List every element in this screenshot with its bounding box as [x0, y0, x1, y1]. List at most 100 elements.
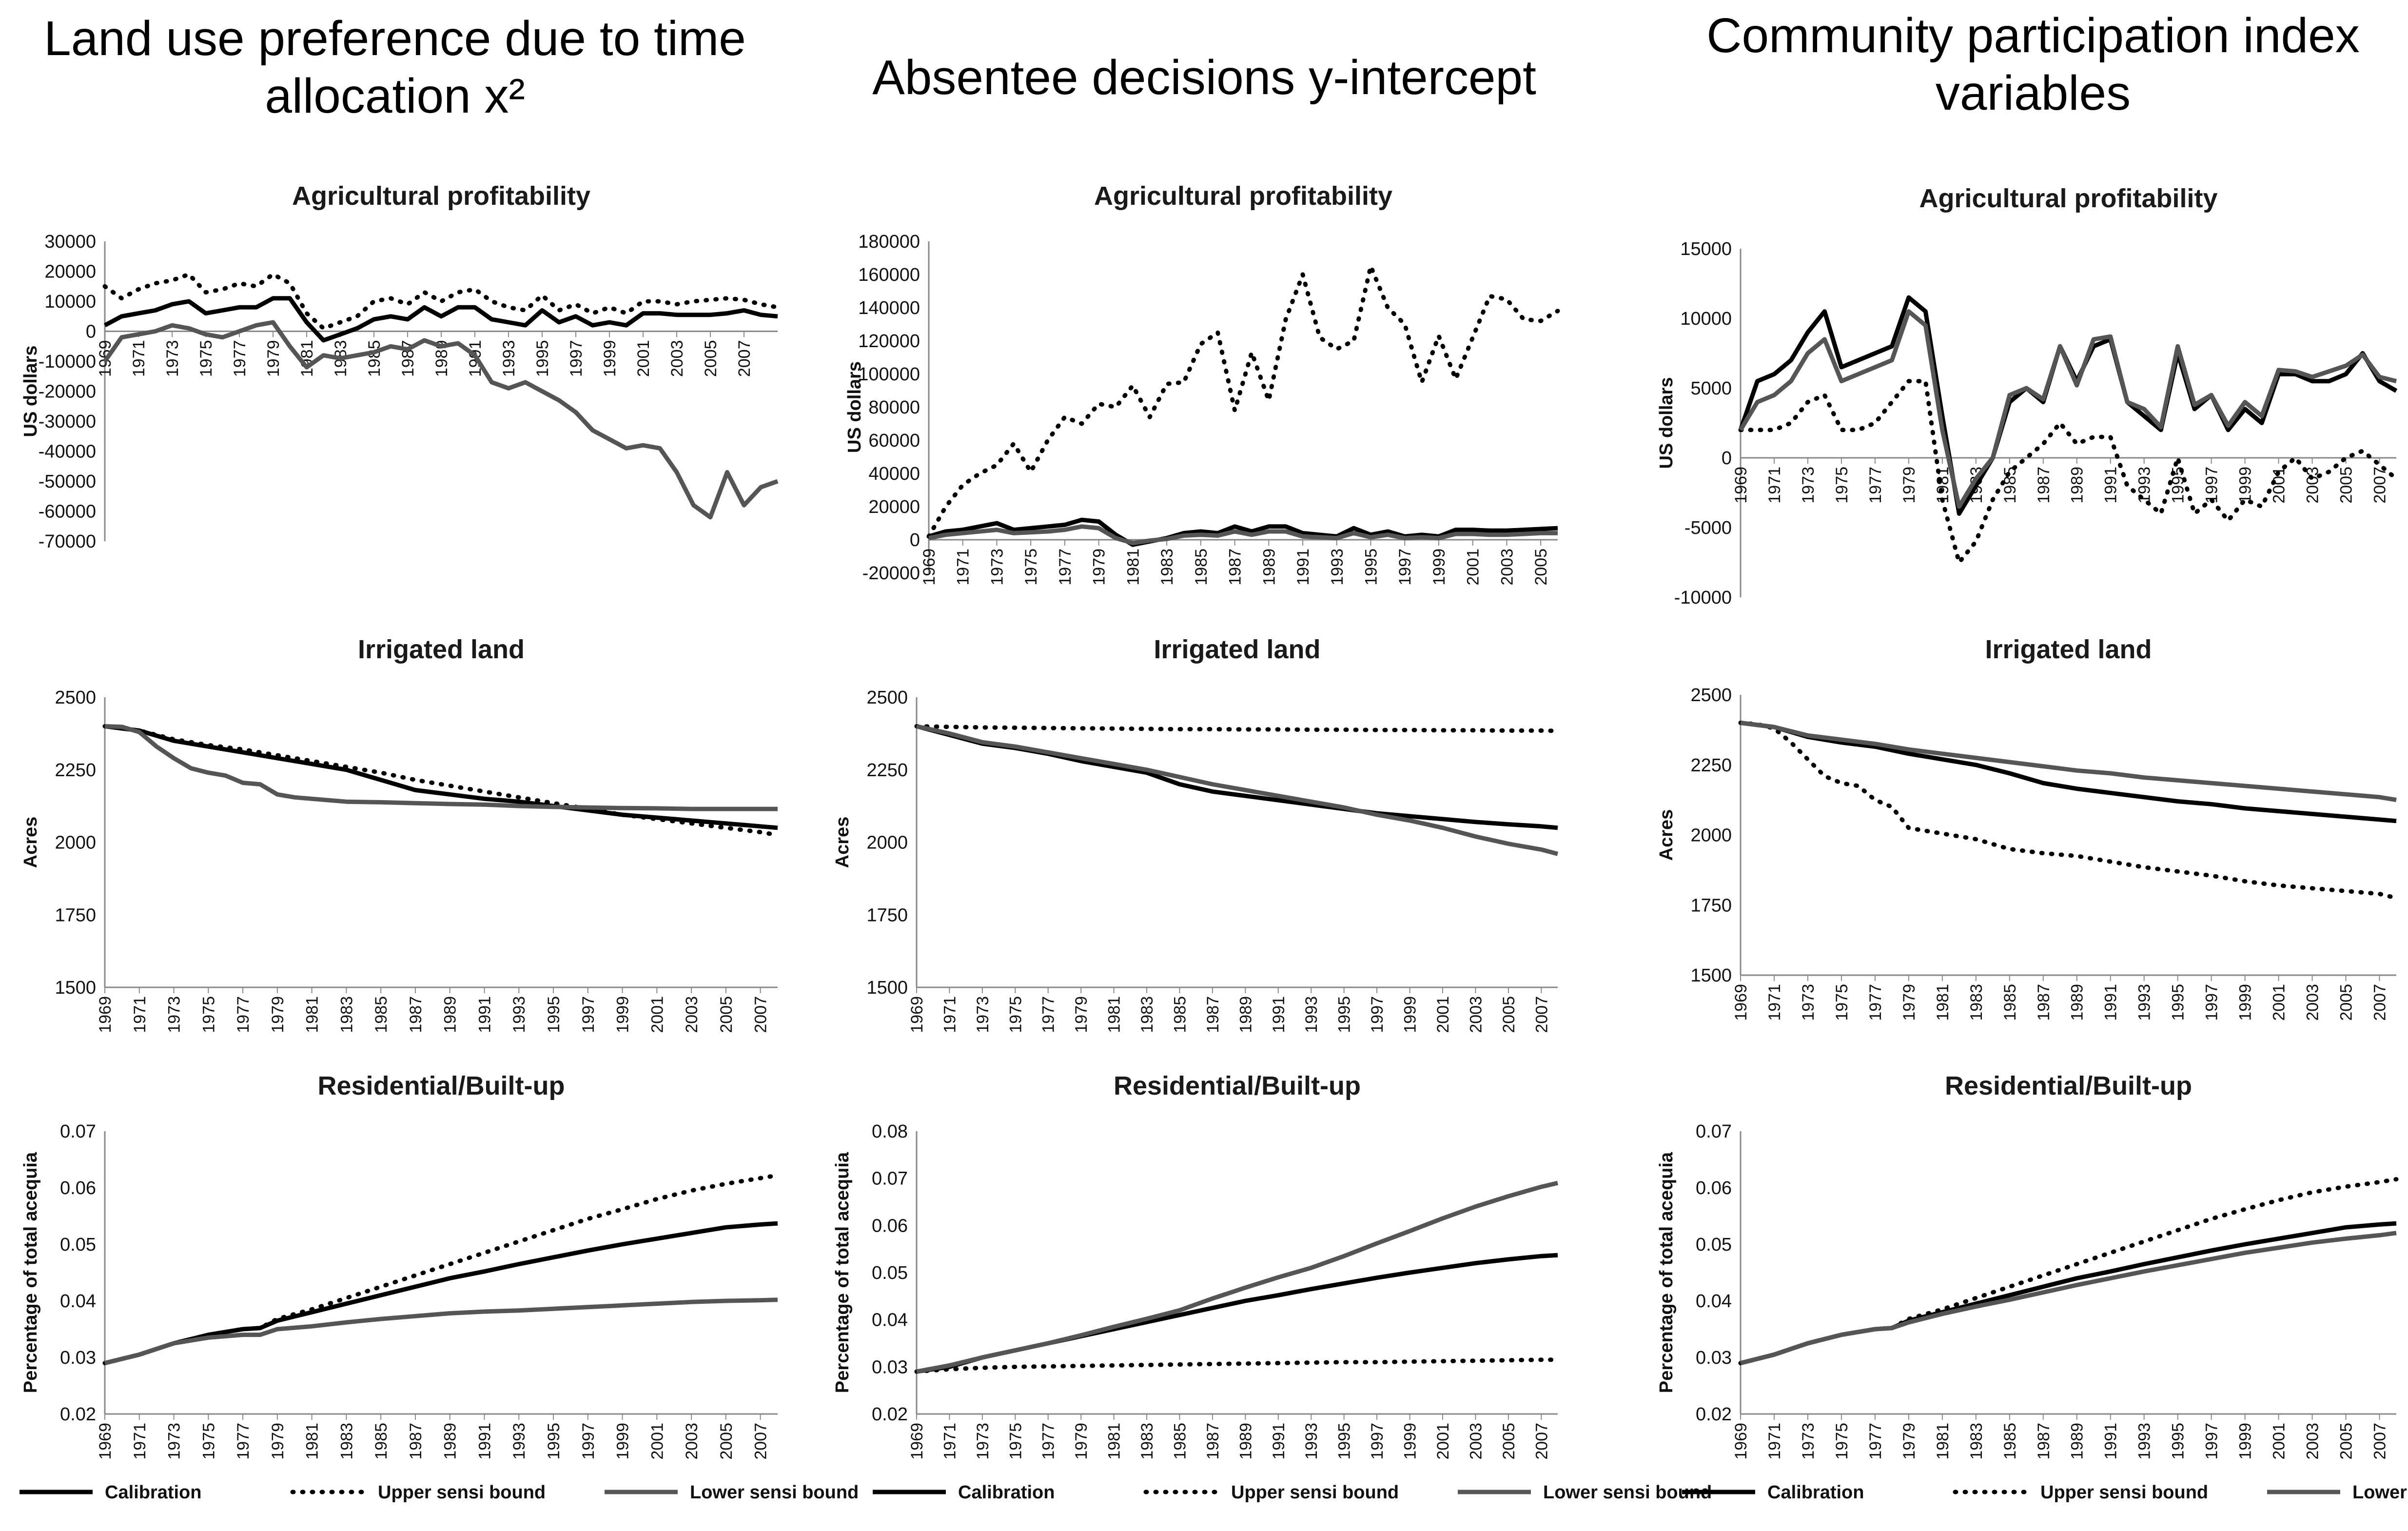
y-tick-label: 80000: [868, 397, 920, 418]
x-tick-label: 1979: [1072, 1423, 1091, 1460]
legend-1: Calibration Upper sensi bound Lower sensi …: [20, 1482, 859, 1503]
y-tick-label: 0.08: [872, 1121, 908, 1142]
x-tick-label: 1977: [234, 1423, 253, 1460]
chart-title: Irrigated land: [1154, 635, 1320, 664]
x-tick-label: 1997: [1368, 1423, 1387, 1460]
y-tick-label: 2000: [1690, 825, 1732, 846]
series-line-calibration: [103, 296, 778, 343]
x-tick-label: 2001: [648, 996, 666, 1033]
x-tick-label: 1981: [1934, 984, 1952, 1021]
x-tick-label: 2003: [668, 340, 686, 377]
series-line-calibration: [104, 1221, 778, 1365]
x-tick-label: 1995: [2169, 984, 2188, 1021]
y-tick-label: 30000: [44, 232, 96, 252]
series-line-upper-sensi-bound: [926, 264, 1560, 539]
y-tick-label: 1750: [1690, 895, 1732, 916]
x-tick-label: 1993: [2135, 467, 2154, 504]
legend-3: Calibration Upper sensi bound Lower sensi …: [1682, 1482, 2408, 1503]
chart-panel-2: Agricultural profitability US dollars 1800…: [844, 181, 1560, 586]
y-axis-label: US dollars: [844, 361, 865, 453]
legend-label: Calibration: [105, 1482, 201, 1503]
x-tick-label: 2001: [648, 1423, 666, 1460]
chart-title: Residential/Built-up: [1945, 1071, 2192, 1100]
chart-title: Residential/Built-up: [317, 1071, 565, 1100]
x-tick-label: 2001: [1464, 549, 1483, 586]
x-tick-label: 1995: [1362, 549, 1380, 586]
x-tick-label: 1991: [2102, 467, 2120, 504]
chart-panel-8: Residential/Built-up Percentage of total …: [832, 1071, 1560, 1460]
y-tick-label: 0.05: [1696, 1235, 1732, 1255]
series-line-lower-sensi-bound: [1739, 309, 2397, 509]
legend-label: Calibration: [958, 1482, 1055, 1503]
x-tick-label: 1969: [1732, 1423, 1750, 1460]
x-tick-label: 1971: [940, 1423, 959, 1460]
x-tick-label: 2005: [2337, 467, 2356, 504]
x-tick-label: 1991: [1294, 549, 1312, 586]
x-tick-label: 1983: [1138, 996, 1156, 1033]
chart-title: Agricultural profitability: [1919, 184, 2217, 213]
x-tick-label: 1989: [441, 996, 460, 1033]
x-tick-label: 1991: [1270, 1423, 1288, 1460]
x-tick-label: 1973: [1799, 1423, 1818, 1460]
x-tick-label: 1985: [365, 340, 384, 377]
y-tick-label: 120000: [858, 331, 920, 352]
x-tick-label: 1997: [1396, 549, 1414, 586]
x-tick-label: 1985: [372, 996, 391, 1033]
x-tick-label: 1991: [475, 996, 494, 1033]
y-tick-label: 0.05: [872, 1263, 908, 1283]
y-tick-label: 2250: [866, 760, 908, 781]
x-tick-label: 1985: [2001, 1423, 2019, 1460]
series-line-upper-sensi-bound: [102, 272, 780, 331]
x-tick-label: 1981: [1124, 549, 1142, 586]
x-tick-label: 2005: [1500, 996, 1518, 1033]
y-tick-label: 1500: [866, 978, 908, 998]
x-tick-label: 1969: [96, 1423, 115, 1460]
x-tick-label: 1969: [908, 996, 926, 1033]
series-line-lower-sensi-bound: [104, 1297, 778, 1365]
x-tick-label: 1989: [1236, 996, 1255, 1033]
x-tick-label: 2001: [634, 340, 653, 377]
x-tick-label: 1979: [269, 996, 287, 1033]
x-tick-label: 2003: [683, 996, 701, 1033]
x-tick-label: 1999: [1401, 1423, 1420, 1460]
x-tick-label: 2005: [2337, 1423, 2356, 1460]
x-tick-label: 1983: [1967, 984, 1986, 1021]
x-tick-label: 1985: [1171, 996, 1189, 1033]
x-tick-label: 1973: [988, 549, 1006, 586]
x-tick-label: 1973: [1799, 984, 1818, 1021]
x-tick-label: 1977: [1039, 996, 1058, 1033]
x-tick-label: 1969: [1732, 984, 1750, 1021]
chart-title: Agricultural profitability: [292, 181, 590, 211]
y-tick-label: 0.02: [1696, 1404, 1732, 1425]
y-tick-label: -40000: [39, 442, 96, 462]
x-tick-label: 2003: [2304, 1423, 2322, 1460]
x-tick-label: 1981: [1105, 996, 1124, 1033]
chart-panel-4: Irrigated landAcres250022502000175015001…: [20, 635, 780, 1033]
legend-label: Lower sensi bound: [2352, 1482, 2408, 1503]
y-axis-label: Acres: [832, 817, 853, 868]
y-tick-label: -20000: [39, 382, 96, 402]
y-tick-label: 2250: [55, 760, 96, 781]
x-tick-label: 1995: [545, 996, 563, 1033]
y-tick-label: 5000: [1690, 378, 1732, 399]
x-tick-label: 2003: [1498, 549, 1516, 586]
x-tick-label: 1975: [1833, 467, 1851, 504]
y-tick-label: 100000: [858, 364, 920, 385]
x-tick-label: 1989: [1236, 1423, 1255, 1460]
x-tick-label: 2003: [2304, 467, 2322, 504]
x-tick-label: 1987: [1204, 1423, 1222, 1460]
y-tick-label: 0.07: [60, 1121, 96, 1142]
x-tick-label: 2001: [1434, 1423, 1452, 1460]
y-tick-label: -20000: [862, 563, 920, 584]
y-tick-label: -70000: [39, 531, 96, 552]
legend-label: Upper sensi bound: [2040, 1482, 2208, 1503]
x-tick-label: 1995: [2169, 1423, 2188, 1460]
x-tick-label: 1971: [940, 996, 959, 1033]
x-tick-label: 1975: [1006, 996, 1025, 1033]
series-line-upper-sensi-bound: [102, 1173, 780, 1366]
series-line-calibration: [1740, 721, 2397, 824]
x-tick-label: 1975: [1833, 984, 1851, 1021]
x-tick-label: 1979: [1090, 549, 1109, 586]
x-tick-label: 1989: [441, 1423, 460, 1460]
